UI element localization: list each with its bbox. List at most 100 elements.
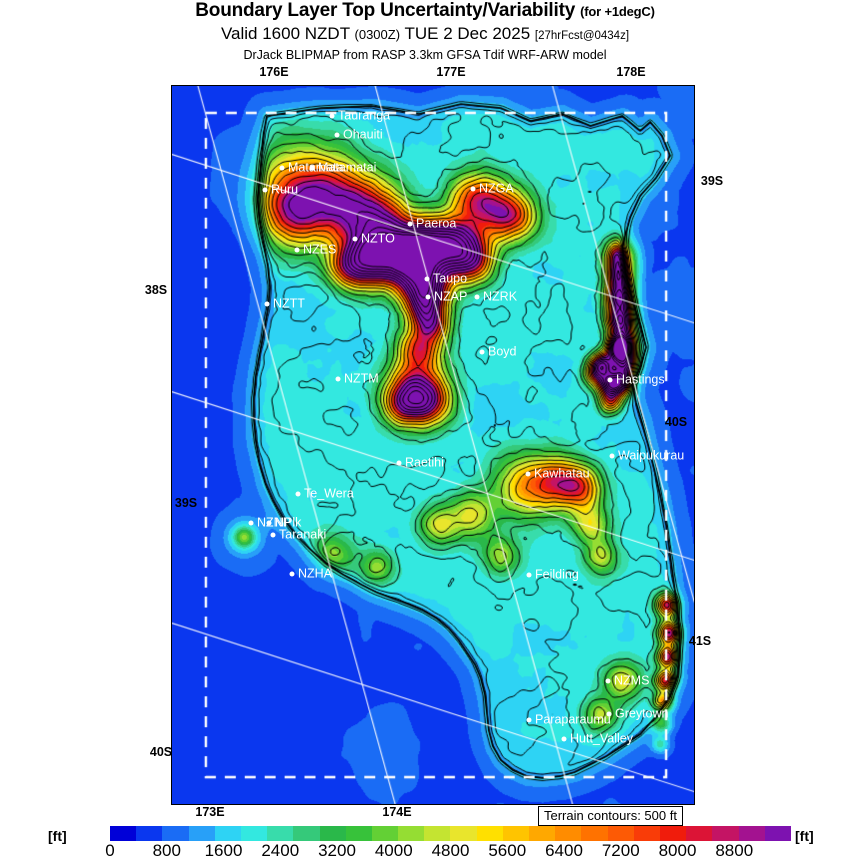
colorbar-swatch	[398, 826, 425, 841]
valid-time-local: Valid 1600 NZDT	[220, 24, 350, 43]
station-dot-icon	[606, 711, 612, 717]
axis-tick-label: 40S	[149, 745, 173, 759]
map-raster	[172, 86, 694, 804]
station-dot-icon	[248, 520, 254, 526]
colorbar-tick-label: 800	[152, 841, 181, 860]
colorbar-swatch	[267, 826, 294, 841]
station-label: Taupo	[433, 271, 468, 286]
station-dot-icon	[525, 471, 531, 477]
forecast-age: [27hrFcst@0434z]	[534, 30, 630, 42]
colorbar-swatch	[712, 826, 739, 841]
axis-tick-label: 174E	[382, 805, 412, 819]
valid-time-utc: (0300Z)	[354, 27, 401, 42]
colorbar-tick-label: 8800	[715, 841, 754, 860]
valid-date: TUE 2 Dec 2025	[404, 24, 531, 43]
station-label: Paeroa	[416, 216, 457, 231]
station-dot-icon	[266, 520, 272, 526]
station-dot-icon	[270, 532, 276, 538]
axis-tick-label: 38S	[144, 283, 168, 297]
colorbar-swatch	[136, 826, 163, 841]
colorbar-swatch	[764, 826, 791, 841]
colorbar-tick-label: 7200	[601, 841, 640, 860]
page-title: Boundary Layer Top Uncertainty/Variabili…	[0, 0, 850, 23]
station-dot-icon	[470, 186, 476, 192]
colorbar-swatch	[450, 826, 477, 841]
station-dot-icon	[607, 377, 613, 383]
colorbar-swatches	[110, 826, 791, 841]
axis-tick-label: 41S	[688, 634, 712, 648]
station-label: Waipukurau	[618, 448, 685, 463]
station-label: Feilding	[535, 567, 579, 582]
station-label: NZMS	[614, 673, 650, 688]
colorbar-swatch	[188, 826, 215, 841]
station-dot-icon	[279, 165, 285, 171]
colorbar-tick-labels: 0 800 1600 2400 3200 4000 4800 5600 6400 7200 8000…	[0, 841, 850, 861]
station-label: Kawhatau	[534, 466, 590, 481]
station-label: Tauranga	[338, 108, 391, 123]
axis-tick-label: 177E	[436, 65, 466, 79]
station-label: Matamatai	[318, 160, 377, 175]
colorbar-swatch	[686, 826, 713, 841]
station-label: Ohauiti	[343, 127, 383, 142]
colorbar-tick-label: 4800	[431, 841, 470, 860]
station-dot-icon	[335, 376, 341, 382]
colorbar-swatch	[110, 826, 137, 841]
axis-tick-label: 178E	[616, 65, 646, 79]
station-label: Hutt_Valley	[570, 731, 633, 746]
station-label: Boyd	[488, 344, 517, 359]
station-dot-icon	[329, 113, 335, 119]
station-label: NZHA	[298, 566, 333, 581]
station-dot-icon	[396, 460, 402, 466]
station-dot-icon	[609, 453, 615, 459]
map-panel[interactable]: Tauranga Ohauiti Matamata Matamatai Ruru NZGA…	[171, 85, 695, 805]
colorbar-swatch	[319, 826, 346, 841]
station-label: NZES	[303, 242, 337, 257]
axis-tick-label: 40S	[664, 415, 688, 429]
title-main-subscript: (for +1degC)	[580, 4, 655, 19]
colorbar-swatch	[659, 826, 687, 841]
station-label: NPlk	[275, 515, 302, 530]
station-label: NZRK	[483, 289, 518, 304]
colorbar-tick-label: 8000	[658, 841, 697, 860]
station-dot-icon	[264, 301, 270, 307]
colorbar-tick-label: 2400	[261, 841, 300, 860]
station-dot-icon	[425, 294, 431, 300]
colorbar-tick-label: 3200	[318, 841, 356, 860]
station-label: Greytown	[615, 706, 669, 721]
station-label: Paraparaumu	[535, 712, 611, 727]
axis-tick-label: 173E	[195, 805, 225, 819]
station-dot-icon	[262, 187, 268, 193]
valid-time-line: Valid 1600 NZDT (0300Z) TUE 2 Dec 2025 […	[0, 23, 850, 47]
station-label: Te_Wera	[304, 486, 354, 501]
colorbar-swatch	[476, 826, 503, 841]
station-dot-icon	[561, 736, 567, 742]
axis-tick-label: 39S	[174, 496, 198, 510]
colorbar-tick-label: 1600	[204, 841, 243, 860]
station-dot-icon	[309, 165, 315, 171]
axis-tick-label: 176E	[259, 65, 289, 79]
colorbar-tick-label: 6400	[545, 841, 583, 860]
station-dot-icon	[407, 221, 413, 227]
colorbar-swatch	[293, 826, 320, 841]
colorbar-swatch	[424, 826, 451, 841]
title-block: Boundary Layer Top Uncertainty/Variabili…	[0, 0, 850, 63]
station-label: NZAP	[434, 289, 468, 304]
colorbar-tick-label: 0	[105, 841, 115, 860]
terrain-contour-note: Terrain contours: 500 ft	[538, 806, 683, 826]
station-dot-icon	[295, 491, 301, 497]
station-label: Taranaki	[279, 527, 327, 542]
station-label: NZNP	[257, 515, 292, 530]
colorbar-swatch	[240, 826, 268, 841]
colorbar-tick-label: 5600	[488, 841, 527, 860]
station-label: NZTO	[361, 231, 395, 246]
colorbar: [ft] [ft] 0 800 1600 2400 3200 4000 4800 5600 64…	[0, 826, 850, 860]
station-dot-icon	[352, 236, 358, 242]
station-dot-icon	[474, 294, 480, 300]
station-label: Matamata	[288, 160, 344, 175]
station-dot-icon	[289, 571, 295, 577]
colorbar-swatch	[738, 826, 765, 841]
station-dot-icon	[605, 678, 611, 684]
colorbar-swatch	[214, 826, 241, 841]
station-label: Hastings	[616, 372, 665, 387]
station-dot-icon	[479, 349, 485, 355]
